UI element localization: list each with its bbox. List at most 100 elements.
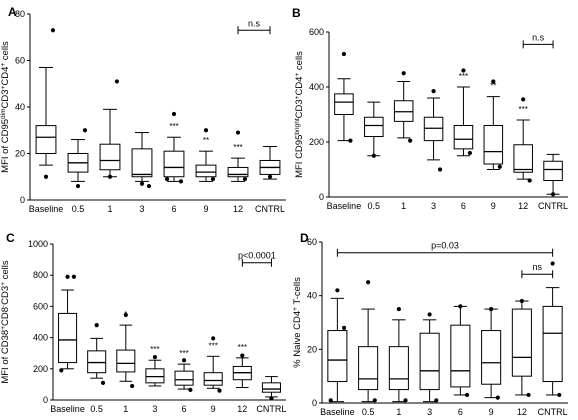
box-rect bbox=[388, 346, 409, 391]
bracket-label: n.s bbox=[532, 32, 545, 42]
comparison-bracket: p<0.0001 bbox=[238, 251, 276, 267]
x-tick-label: 12 bbox=[237, 404, 247, 414]
outlier-point bbox=[203, 128, 209, 133]
outlier-point bbox=[217, 388, 222, 393]
x-tick-label: 1 bbox=[401, 201, 406, 211]
significance-marker: ** bbox=[203, 136, 209, 145]
comparison-bracket: ns bbox=[521, 262, 554, 279]
y-axis-label: MFI of CD38+CD8-CD3+ cells bbox=[0, 260, 11, 384]
x-tick-label: 3 bbox=[431, 201, 436, 211]
x-tick-label: CNTRL bbox=[538, 407, 568, 417]
y-axis-label-part: % Naive CD4 bbox=[292, 311, 303, 368]
box-9: ** bbox=[483, 79, 504, 170]
box-1 bbox=[99, 79, 121, 179]
box-3: *** bbox=[145, 345, 165, 387]
outlier-point bbox=[240, 353, 245, 358]
x-tick-label: CNTRL bbox=[255, 204, 285, 214]
y-axis-label-part: CD8 bbox=[0, 307, 11, 326]
x-tick-label: 6 bbox=[171, 204, 176, 214]
y-tick-label: 80 bbox=[15, 9, 25, 19]
box-rect bbox=[163, 150, 185, 178]
y-tick-label: 40 bbox=[307, 291, 317, 301]
bracket-label: p=0.03 bbox=[431, 241, 459, 251]
outlier-point bbox=[59, 368, 64, 373]
box-0-5: * bbox=[87, 323, 107, 385]
box-rect bbox=[511, 308, 532, 377]
outlier-point bbox=[210, 176, 216, 182]
outlier-point bbox=[75, 183, 81, 189]
outlier-point bbox=[348, 138, 353, 143]
panel-letter: C bbox=[6, 231, 15, 245]
box-1: * bbox=[116, 310, 136, 389]
y-axis-label-part: CD3 bbox=[0, 89, 11, 108]
outlier-point bbox=[371, 153, 376, 158]
y-tick-label: 20 bbox=[307, 344, 317, 354]
x-tick-label: 9 bbox=[491, 201, 496, 211]
outlier-point bbox=[123, 312, 128, 318]
panel-letter: D bbox=[300, 231, 309, 245]
x-tick-label: Baseline bbox=[29, 204, 64, 214]
box-12: *** bbox=[232, 343, 252, 389]
y-axis-label-part: - bbox=[0, 305, 7, 307]
x-tick-label: 9 bbox=[489, 407, 494, 417]
x-tick-label: Baseline bbox=[327, 201, 362, 211]
comparison-bracket: p=0.03 bbox=[336, 241, 554, 257]
x-tick-label: 1 bbox=[107, 204, 112, 214]
box-0-5 bbox=[358, 280, 379, 403]
outlier-point bbox=[139, 181, 145, 186]
x-tick-label: Baseline bbox=[50, 404, 85, 414]
outlier-point bbox=[521, 97, 526, 102]
x-tick-label: 12 bbox=[517, 407, 527, 417]
y-axis-label-part: cells bbox=[294, 51, 305, 73]
x-tick-label: Baseline bbox=[320, 407, 355, 417]
box-rect bbox=[419, 332, 440, 391]
outlier-point bbox=[434, 398, 439, 403]
significance-marker: *** bbox=[459, 72, 468, 81]
box-3 bbox=[419, 312, 440, 403]
box-rect bbox=[131, 148, 153, 178]
x-tick-label: 6 bbox=[182, 404, 187, 414]
box-rect bbox=[358, 346, 379, 391]
box-rect bbox=[87, 350, 107, 374]
outlier-point bbox=[526, 392, 531, 398]
outlier-point bbox=[437, 167, 443, 172]
panel-letter: B bbox=[292, 6, 301, 20]
y-tick-label: 0 bbox=[312, 398, 317, 408]
significance-marker: * bbox=[95, 323, 98, 332]
box-rect bbox=[543, 160, 563, 181]
y-axis-label-part: cells bbox=[0, 260, 11, 282]
y-axis-label-part: MFI of CD95 bbox=[0, 119, 11, 173]
outlier-point bbox=[497, 164, 502, 169]
box-rect bbox=[423, 116, 444, 142]
x-tick-label: 0.5 bbox=[362, 407, 375, 417]
box-baseline bbox=[58, 274, 78, 373]
y-tick-label: 40 bbox=[15, 102, 25, 112]
box-12: *** bbox=[513, 97, 533, 183]
box-6: *** bbox=[163, 111, 185, 184]
box-rect bbox=[453, 125, 474, 150]
box-cntrl bbox=[542, 261, 563, 398]
y-axis-label-part: dim bbox=[0, 108, 7, 118]
y-axis-label-part: CD4 bbox=[294, 77, 305, 96]
y-axis-label-part: CD3 bbox=[0, 286, 11, 305]
bracket-label: p<0.0001 bbox=[238, 251, 276, 261]
outlier-point bbox=[467, 150, 473, 156]
x-tick-label: 1 bbox=[396, 407, 401, 417]
outlier-point bbox=[557, 392, 562, 398]
x-tick-label: 12 bbox=[518, 201, 528, 211]
x-tick-label: 0.5 bbox=[72, 204, 85, 214]
outlier-point bbox=[431, 89, 436, 94]
significance-marker: *** bbox=[519, 105, 528, 114]
outlier-point bbox=[550, 261, 555, 266]
x-tick-label: 3 bbox=[427, 407, 432, 417]
box-rect bbox=[542, 305, 563, 383]
outlier-point bbox=[519, 298, 524, 304]
y-tick-label: 0 bbox=[20, 195, 25, 205]
y-axis-label-part: + bbox=[294, 73, 301, 77]
y-axis-label-part: T-cells bbox=[292, 277, 303, 307]
significance-marker: *** bbox=[233, 143, 242, 152]
outlier-point bbox=[114, 79, 120, 84]
